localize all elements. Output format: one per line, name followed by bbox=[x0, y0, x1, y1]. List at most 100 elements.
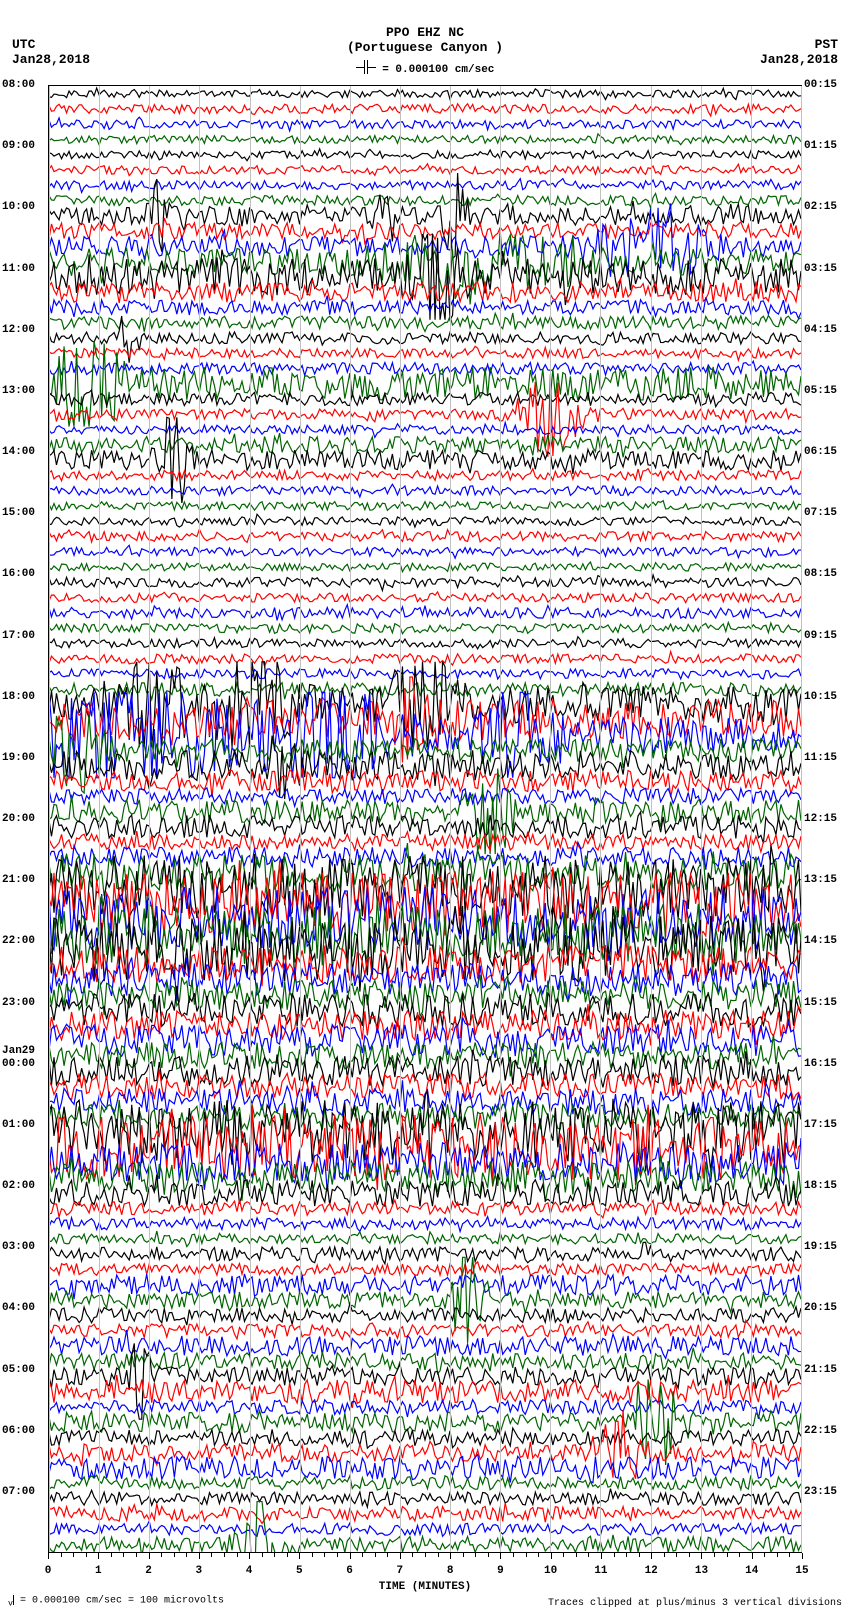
x-tick bbox=[299, 1553, 300, 1559]
chart-subtitle: (Portuguese Canyon ) bbox=[0, 40, 850, 55]
x-tick-minor bbox=[438, 1553, 439, 1557]
x-tick-minor bbox=[689, 1553, 690, 1557]
gridline bbox=[99, 86, 100, 1552]
seismic-trace bbox=[49, 1231, 801, 1247]
seismic-trace bbox=[49, 134, 801, 145]
x-tick bbox=[551, 1553, 552, 1559]
seismic-trace bbox=[49, 592, 801, 603]
x-tick-minor bbox=[375, 1553, 376, 1557]
footer-clip-note: Traces clipped at plus/minus 3 vertical … bbox=[548, 1598, 842, 1609]
y-label-left: 04:00 bbox=[2, 1303, 35, 1314]
seismic-trace bbox=[49, 104, 801, 116]
y-label-right: 04:15 bbox=[804, 325, 837, 336]
seismic-trace bbox=[49, 622, 801, 633]
y-label-right: 03:15 bbox=[804, 264, 837, 275]
x-tick-minor bbox=[174, 1553, 175, 1557]
y-label-right: 18:15 bbox=[804, 1181, 837, 1192]
seismic-trace bbox=[49, 529, 801, 542]
seismic-trace bbox=[49, 433, 801, 457]
day-break-label: Jan29 bbox=[2, 1046, 35, 1057]
y-label-right: 19:15 bbox=[804, 1242, 837, 1253]
y-label-right: 22:15 bbox=[804, 1426, 837, 1437]
x-tick-label: 10 bbox=[544, 1565, 557, 1577]
y-label-right: 20:15 bbox=[804, 1303, 837, 1314]
x-tick-minor bbox=[764, 1553, 765, 1557]
y-label-right: 02:15 bbox=[804, 202, 837, 213]
y-label-left: 07:00 bbox=[2, 1487, 35, 1498]
seismic-trace bbox=[49, 1242, 801, 1264]
gridline bbox=[701, 86, 702, 1552]
x-tick bbox=[701, 1553, 702, 1559]
x-tick-minor bbox=[563, 1553, 564, 1557]
x-axis-title: TIME (MINUTES) bbox=[48, 1581, 802, 1593]
x-tick-minor bbox=[463, 1553, 464, 1557]
x-tick-label: 7 bbox=[397, 1565, 404, 1577]
y-label-right: 13:15 bbox=[804, 875, 837, 886]
seismic-trace bbox=[49, 1455, 801, 1483]
gridline bbox=[450, 86, 451, 1552]
y-label-left: 01:00 bbox=[2, 1120, 35, 1131]
gridline bbox=[651, 86, 652, 1552]
y-label-left: 17:00 bbox=[2, 631, 35, 642]
gridline bbox=[250, 86, 251, 1552]
seismic-trace bbox=[49, 1521, 801, 1536]
gridline bbox=[400, 86, 401, 1552]
seismic-trace bbox=[49, 316, 801, 363]
x-tick-minor bbox=[186, 1553, 187, 1557]
seismic-trace bbox=[49, 1502, 801, 1552]
gridline bbox=[600, 86, 601, 1552]
x-axis: TIME (MINUTES) 0123456789101112131415 bbox=[48, 1553, 802, 1573]
y-label-left: 23:00 bbox=[2, 998, 35, 1009]
seismic-trace bbox=[49, 575, 801, 591]
y-label-left: 09:00 bbox=[2, 141, 35, 152]
y-label-right: 10:15 bbox=[804, 692, 837, 703]
x-tick-minor bbox=[224, 1553, 225, 1557]
seismic-trace bbox=[49, 469, 801, 481]
seismic-trace bbox=[49, 501, 801, 511]
x-tick-minor bbox=[61, 1553, 62, 1557]
seismic-trace bbox=[49, 88, 801, 99]
seismic-trace bbox=[49, 164, 801, 176]
x-tick-minor bbox=[576, 1553, 577, 1557]
timezone-left: UTC bbox=[12, 37, 35, 52]
y-label-right: 14:15 bbox=[804, 936, 837, 947]
seismic-trace bbox=[49, 514, 801, 527]
x-tick-minor bbox=[136, 1553, 137, 1557]
seismic-trace bbox=[49, 346, 801, 360]
seismic-trace bbox=[49, 1174, 801, 1206]
seismic-trace bbox=[49, 652, 801, 667]
x-tick-minor bbox=[739, 1553, 740, 1557]
seismic-trace bbox=[49, 545, 801, 558]
x-tick-label: 0 bbox=[45, 1565, 52, 1577]
y-label-left: 08:00 bbox=[2, 80, 35, 91]
x-tick-minor bbox=[664, 1553, 665, 1557]
y-label-left: 18:00 bbox=[2, 692, 35, 703]
x-tick bbox=[98, 1553, 99, 1559]
x-tick-minor bbox=[475, 1553, 476, 1557]
seismic-trace bbox=[49, 1274, 801, 1299]
x-tick-minor bbox=[312, 1553, 313, 1557]
y-label-right: 06:15 bbox=[804, 447, 837, 458]
y-label-right: 05:15 bbox=[804, 386, 837, 397]
timezone-right: PST bbox=[815, 37, 838, 52]
y-label-right: 07:15 bbox=[804, 508, 837, 519]
seismic-trace bbox=[49, 374, 801, 456]
seismic-trace bbox=[49, 957, 801, 1006]
seismic-trace bbox=[49, 1155, 801, 1202]
x-tick-minor bbox=[789, 1553, 790, 1557]
x-tick-label: 14 bbox=[745, 1565, 758, 1577]
y-label-left: 19:00 bbox=[2, 753, 35, 764]
seismic-trace bbox=[49, 296, 801, 319]
gridline bbox=[300, 86, 301, 1552]
trace-canvas bbox=[49, 86, 801, 1552]
x-tick-minor bbox=[161, 1553, 162, 1557]
seismic-trace bbox=[49, 149, 801, 161]
y-label-left: 22:00 bbox=[2, 936, 35, 947]
x-tick-minor bbox=[111, 1553, 112, 1557]
x-tick-minor bbox=[488, 1553, 489, 1557]
x-tick bbox=[601, 1553, 602, 1559]
x-tick bbox=[450, 1553, 451, 1559]
x-tick-minor bbox=[274, 1553, 275, 1557]
x-tick-minor bbox=[588, 1553, 589, 1557]
x-tick bbox=[249, 1553, 250, 1559]
